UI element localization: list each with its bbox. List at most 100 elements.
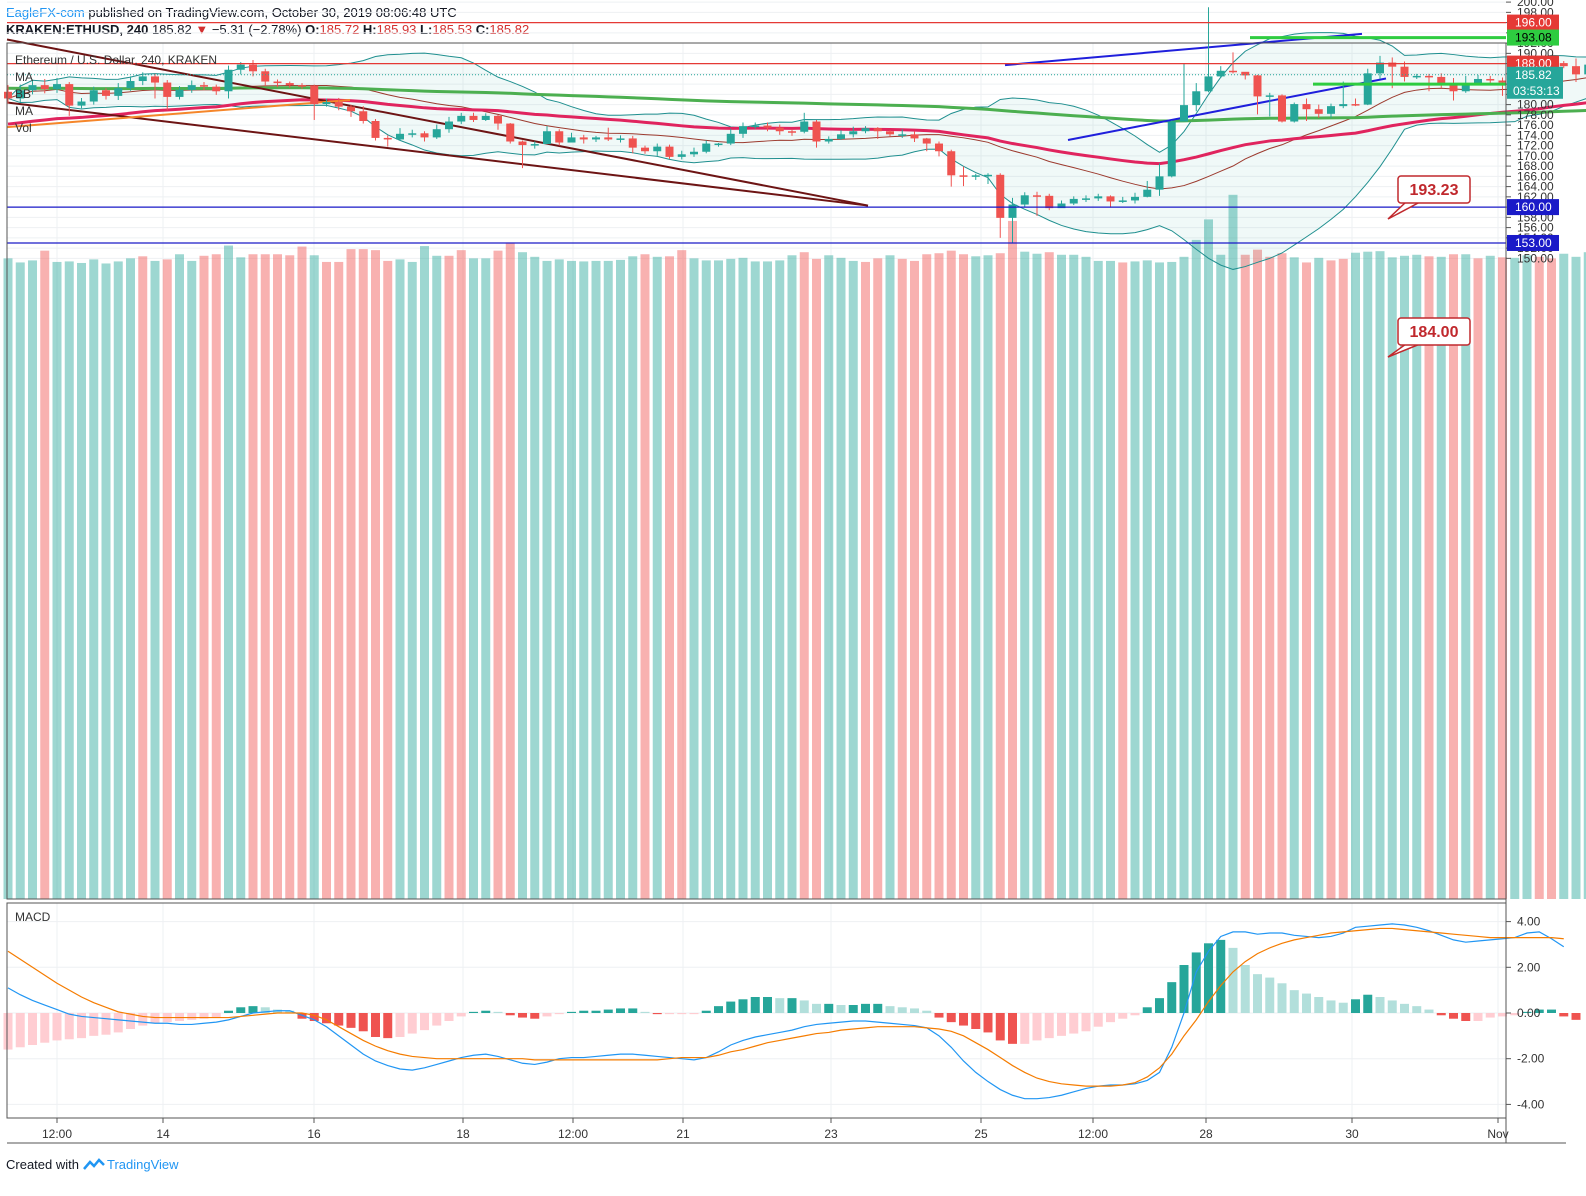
macd-histogram-bar	[665, 1013, 674, 1015]
volume-bar	[959, 254, 968, 899]
macd-histogram-bar	[28, 1013, 37, 1045]
tradingview-link[interactable]: TradingView	[106, 1157, 179, 1172]
volume-bar	[1547, 258, 1556, 900]
price-tick-label: 170.00	[1517, 149, 1554, 163]
volume-bar	[199, 255, 209, 900]
macd-histogram-bar	[1277, 983, 1287, 1013]
macd-histogram-bar	[199, 1013, 209, 1019]
candle-down	[935, 143, 943, 152]
macd-line	[7, 923, 1565, 1100]
volume-bar	[738, 257, 748, 899]
macd-histogram-bar	[1363, 994, 1373, 1013]
price-axis[interactable]: 150.00152.00154.00156.00158.00160.00162.…	[1506, 0, 1563, 1111]
candle-up	[1118, 200, 1127, 202]
candle-down	[212, 86, 221, 92]
volume-bar	[15, 262, 25, 899]
macd-histogram-bar	[1498, 1013, 1507, 1017]
candle-down	[298, 85, 306, 87]
volume-bar	[211, 254, 221, 899]
price-tick-label: 172.00	[1517, 139, 1554, 153]
candle-up	[690, 151, 698, 155]
moving-average-200-line	[7, 86, 1586, 123]
macd-histogram-bar	[1057, 1013, 1066, 1036]
volume-bar	[3, 258, 13, 900]
volume-bar	[1375, 251, 1385, 900]
rising-wedge-lower-line	[1067, 77, 1387, 141]
candle-down	[1106, 196, 1115, 202]
candle-down	[1253, 75, 1262, 97]
candle-down	[273, 81, 282, 84]
candle-up	[408, 133, 417, 135]
volume-bar	[787, 255, 797, 899]
candle-up	[187, 85, 196, 90]
legend-ma-2[interactable]: MA	[15, 104, 33, 118]
macd-histogram-bar	[1326, 1000, 1336, 1013]
time-tick-label: 23	[824, 1127, 838, 1141]
volume-bar	[1081, 256, 1091, 899]
volume-bar	[1008, 220, 1017, 899]
macd-histogram-bar	[309, 1013, 319, 1021]
volume-bar	[1400, 255, 1409, 900]
volume-bar	[1498, 257, 1507, 899]
candle-down	[1400, 66, 1409, 77]
candle-up	[77, 101, 86, 106]
macd-histogram-bar	[714, 1006, 723, 1013]
candle-up	[224, 69, 233, 92]
candle-up	[1474, 78, 1482, 84]
bollinger-basis-line	[7, 77, 1586, 190]
created-with-label: Created with	[6, 1157, 79, 1172]
legend-bb[interactable]: BB	[15, 87, 31, 101]
candle-up	[28, 85, 37, 91]
macd-histogram-bar	[101, 1013, 111, 1035]
volume-bar	[567, 260, 576, 900]
horizontal-levels: 193.23 184.00	[7, 22, 1506, 358]
volume-bar	[224, 245, 233, 900]
candle-up	[1020, 195, 1029, 205]
macd-histogram-bar	[1118, 1013, 1128, 1019]
macd-histogram-bar	[1571, 1013, 1581, 1020]
volume-bar	[40, 250, 50, 900]
macd-histogram-bar	[579, 1010, 589, 1013]
macd-histogram-bar	[260, 1007, 270, 1013]
legend-ma-1[interactable]: MA	[15, 70, 33, 84]
candle-up	[1376, 62, 1384, 74]
legend-macd[interactable]: MACD	[15, 910, 51, 924]
price-tick-label: 174.00	[1517, 128, 1554, 142]
candle-up	[1167, 121, 1176, 177]
volume-bar	[995, 253, 1005, 900]
price-callout[interactable]: 193.23	[1387, 175, 1471, 220]
candle-up	[396, 133, 404, 140]
volume-bar	[150, 260, 160, 900]
last-price-tag-value: 185.82	[1515, 68, 1552, 82]
volume-bar	[554, 259, 564, 899]
volume-bar	[395, 259, 405, 899]
macd-histogram-bar	[187, 1013, 197, 1020]
candle-up	[1155, 176, 1164, 190]
macd-histogram-bar	[995, 1013, 1005, 1041]
candle-up	[824, 138, 833, 142]
price-tick-label: 178.00	[1517, 108, 1554, 122]
macd-histogram-bar	[738, 999, 748, 1013]
volume-bar	[371, 250, 380, 899]
candle-up	[898, 134, 907, 136]
candle-down	[65, 84, 74, 106]
macd-histogram-bar	[1044, 1013, 1054, 1039]
price-callout[interactable]: 184.00	[1387, 317, 1471, 358]
macd-histogram-bar	[1008, 1013, 1017, 1044]
macd-tick-label: 4.00	[1517, 915, 1541, 929]
macd-histogram-bar	[726, 1001, 736, 1013]
volume-bar	[1412, 254, 1422, 899]
volume-bar	[652, 256, 662, 899]
legend-vol[interactable]: Vol	[15, 121, 32, 135]
callout-box	[1397, 175, 1471, 204]
volume-bar	[1534, 256, 1544, 899]
volume-bar	[1522, 255, 1532, 899]
time-axis[interactable]: 12:00 14 16 18 12:00 21 23 25 12:00 28 30 Nov	[42, 1118, 1509, 1141]
candle-up	[126, 81, 135, 89]
level-price-tag	[1507, 199, 1559, 216]
price-tick-label: 156.00	[1517, 221, 1554, 235]
volume-bar	[603, 260, 613, 900]
macd-histogram-bar	[518, 1013, 527, 1018]
macd-histogram-bar	[89, 1013, 99, 1036]
